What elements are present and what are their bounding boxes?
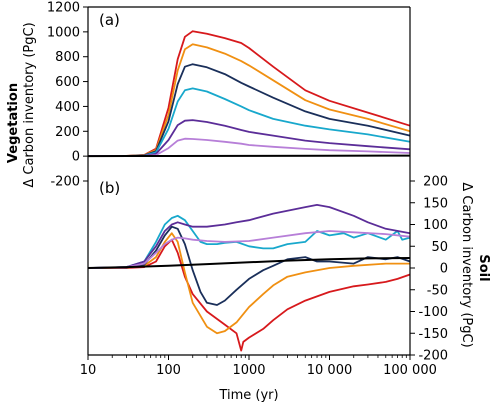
right-y-tick-label: 0 [440, 262, 448, 277]
plot-frame [87, 6, 411, 356]
panel-b-series-6-line [87, 230, 411, 269]
x-tick-label: 1000 [232, 363, 265, 378]
right-y-axis: 200 150 100 50 0 -50 -100 -150 -200 [410, 175, 448, 364]
left-y-axis: 1200 1000 800 600 400 200 0 -200 [47, 1, 88, 190]
right-y-tick-label: -150 [418, 327, 448, 342]
left-axis-title-bold: Vegetation [6, 83, 21, 163]
panel-a-series-2-line [87, 43, 411, 157]
panel-a-series [87, 30, 411, 158]
panel-b-label: (b) [99, 179, 120, 197]
left-y-tick-label: 200 [55, 125, 80, 140]
right-y-tick-label: 100 [423, 218, 448, 233]
left-axis-title: Δ Carbon inventory (PgC) [22, 22, 37, 187]
left-y-tick-label: 0 [72, 150, 80, 165]
panel-a-label: (a) [99, 11, 120, 29]
left-y-tick-label: 1000 [47, 25, 80, 40]
left-y-tick-label: -200 [50, 175, 80, 190]
panel-b-series-7-line [87, 257, 411, 269]
x-axis: 10 100 1000 10 000 100 000 [80, 355, 437, 378]
panel-b-series-1-line [88, 238, 411, 352]
panel-a-series-4-line [87, 87, 411, 158]
panel-b-series-5-line [87, 203, 411, 269]
panel-b-series [87, 203, 411, 352]
right-y-tick-label: -200 [418, 349, 448, 364]
right-axis-title-bold: Soil [476, 254, 491, 281]
left-y-tick-label: 600 [55, 75, 80, 90]
right-y-tick-label: 50 [431, 240, 448, 255]
x-tick-label: 100 000 [383, 363, 437, 378]
x-axis-title: Time (yr) [218, 388, 278, 403]
left-y-tick-label: 400 [55, 100, 80, 115]
panel-a-series-1-line [87, 30, 411, 157]
panel-a-series-6-line [88, 137, 411, 158]
right-y-tick-label: 200 [423, 175, 448, 190]
right-y-tick-label: 150 [423, 196, 448, 211]
left-y-tick-label: 800 [55, 50, 80, 65]
x-tick-label: 10 [80, 363, 97, 378]
right-y-tick-label: -50 [427, 283, 448, 298]
left-y-tick-label: 1200 [47, 1, 80, 16]
x-tick-label: 10 000 [307, 363, 353, 378]
panel-b-series-2-line [87, 232, 410, 335]
right-y-tick-label: -100 [418, 305, 448, 320]
panel-b-series-4-line [87, 214, 411, 269]
panel-b-series-3-line [87, 225, 411, 306]
x-tick-label: 100 [156, 363, 181, 378]
right-axis-title: Δ Carbon inventory (PgC) [459, 182, 474, 347]
panel-a-series-7-line [87, 154, 411, 158]
